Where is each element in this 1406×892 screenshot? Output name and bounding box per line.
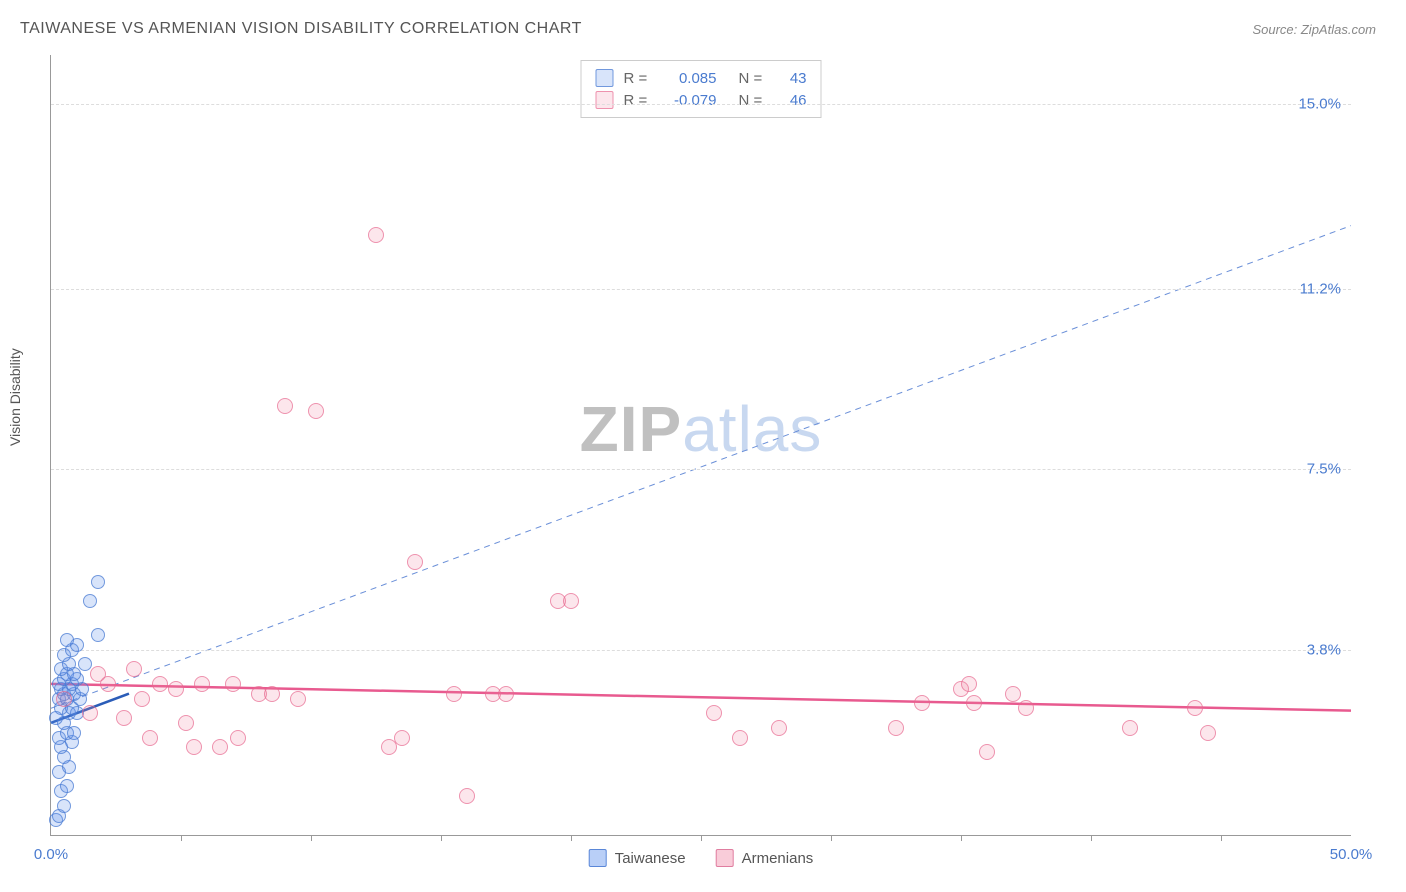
scatter-point xyxy=(91,628,105,642)
gridline xyxy=(51,650,1351,651)
watermark: ZIPatlas xyxy=(580,392,823,466)
scatter-point xyxy=(914,695,930,711)
scatter-point xyxy=(1005,686,1021,702)
y-axis-label: Vision Disability xyxy=(7,348,23,446)
scatter-point xyxy=(212,739,228,755)
legend-swatch xyxy=(596,91,614,109)
scatter-point xyxy=(498,686,514,702)
y-tick-label: 3.8% xyxy=(1307,641,1341,658)
scatter-point xyxy=(168,681,184,697)
scatter-point xyxy=(60,779,74,793)
scatter-point xyxy=(394,730,410,746)
legend-item: Armenians xyxy=(716,849,814,867)
x-tick xyxy=(441,835,442,841)
x-tick xyxy=(961,835,962,841)
x-tick xyxy=(831,835,832,841)
source-attribution: Source: ZipAtlas.com xyxy=(1252,22,1376,37)
scatter-point xyxy=(83,594,97,608)
scatter-point xyxy=(230,730,246,746)
scatter-point xyxy=(82,705,98,721)
legend-row: R =0.085N =43 xyxy=(596,67,807,89)
scatter-point xyxy=(100,676,116,692)
x-tick xyxy=(181,835,182,841)
scatter-point xyxy=(1187,700,1203,716)
gridline xyxy=(51,289,1351,290)
x-tick xyxy=(1091,835,1092,841)
scatter-point xyxy=(368,227,384,243)
chart-title: TAIWANESE VS ARMENIAN VISION DISABILITY … xyxy=(20,20,582,38)
x-tick xyxy=(311,835,312,841)
y-tick-label: 11.2% xyxy=(1300,281,1341,298)
legend-swatch xyxy=(589,849,607,867)
scatter-point xyxy=(67,726,81,740)
watermark-light: atlas xyxy=(682,393,822,465)
x-tick xyxy=(1221,835,1222,841)
scatter-point xyxy=(771,720,787,736)
y-tick-label: 15.0% xyxy=(1298,95,1341,112)
scatter-point xyxy=(563,593,579,609)
legend-label: Armenians xyxy=(742,850,814,867)
scatter-point xyxy=(91,575,105,589)
scatter-point xyxy=(225,676,241,692)
correlation-legend: R =0.085N =43R =-0.079N =46 xyxy=(581,60,822,118)
scatter-point xyxy=(407,554,423,570)
scatter-point xyxy=(459,788,475,804)
scatter-point xyxy=(966,695,982,711)
scatter-point xyxy=(178,715,194,731)
scatter-point xyxy=(1200,725,1216,741)
scatter-point xyxy=(152,676,168,692)
scatter-point xyxy=(961,676,977,692)
scatter-point xyxy=(308,403,324,419)
scatter-point xyxy=(126,661,142,677)
scatter-point xyxy=(446,686,462,702)
gridline xyxy=(51,104,1351,105)
scatter-point xyxy=(186,739,202,755)
legend-row: R =-0.079N =46 xyxy=(596,89,807,111)
x-tick-label: 50.0% xyxy=(1330,846,1373,863)
scatter-point xyxy=(706,705,722,721)
scatter-point xyxy=(194,676,210,692)
scatter-point xyxy=(1122,720,1138,736)
scatter-point xyxy=(134,691,150,707)
scatter-point xyxy=(732,730,748,746)
plot-area: ZIPatlas R =0.085N =43R =-0.079N =46 Tai… xyxy=(50,55,1351,836)
legend-swatch xyxy=(716,849,734,867)
legend-swatch xyxy=(596,69,614,87)
gridline xyxy=(51,469,1351,470)
scatter-point xyxy=(56,691,72,707)
trend-lines-svg xyxy=(51,55,1351,835)
legend-item: Taiwanese xyxy=(589,849,686,867)
watermark-bold: ZIP xyxy=(580,393,683,465)
x-tick-label: 0.0% xyxy=(34,846,68,863)
scatter-point xyxy=(60,633,74,647)
scatter-point xyxy=(264,686,280,702)
scatter-point xyxy=(290,691,306,707)
x-tick xyxy=(701,835,702,841)
scatter-point xyxy=(116,710,132,726)
x-tick xyxy=(571,835,572,841)
scatter-point xyxy=(142,730,158,746)
scatter-point xyxy=(277,398,293,414)
scatter-point xyxy=(57,799,71,813)
scatter-point xyxy=(78,657,92,671)
scatter-point xyxy=(1018,700,1034,716)
scatter-point xyxy=(888,720,904,736)
scatter-point xyxy=(979,744,995,760)
series-legend: Taiwanese Armenians xyxy=(589,849,814,867)
legend-label: Taiwanese xyxy=(615,850,686,867)
y-tick-label: 7.5% xyxy=(1307,461,1341,478)
